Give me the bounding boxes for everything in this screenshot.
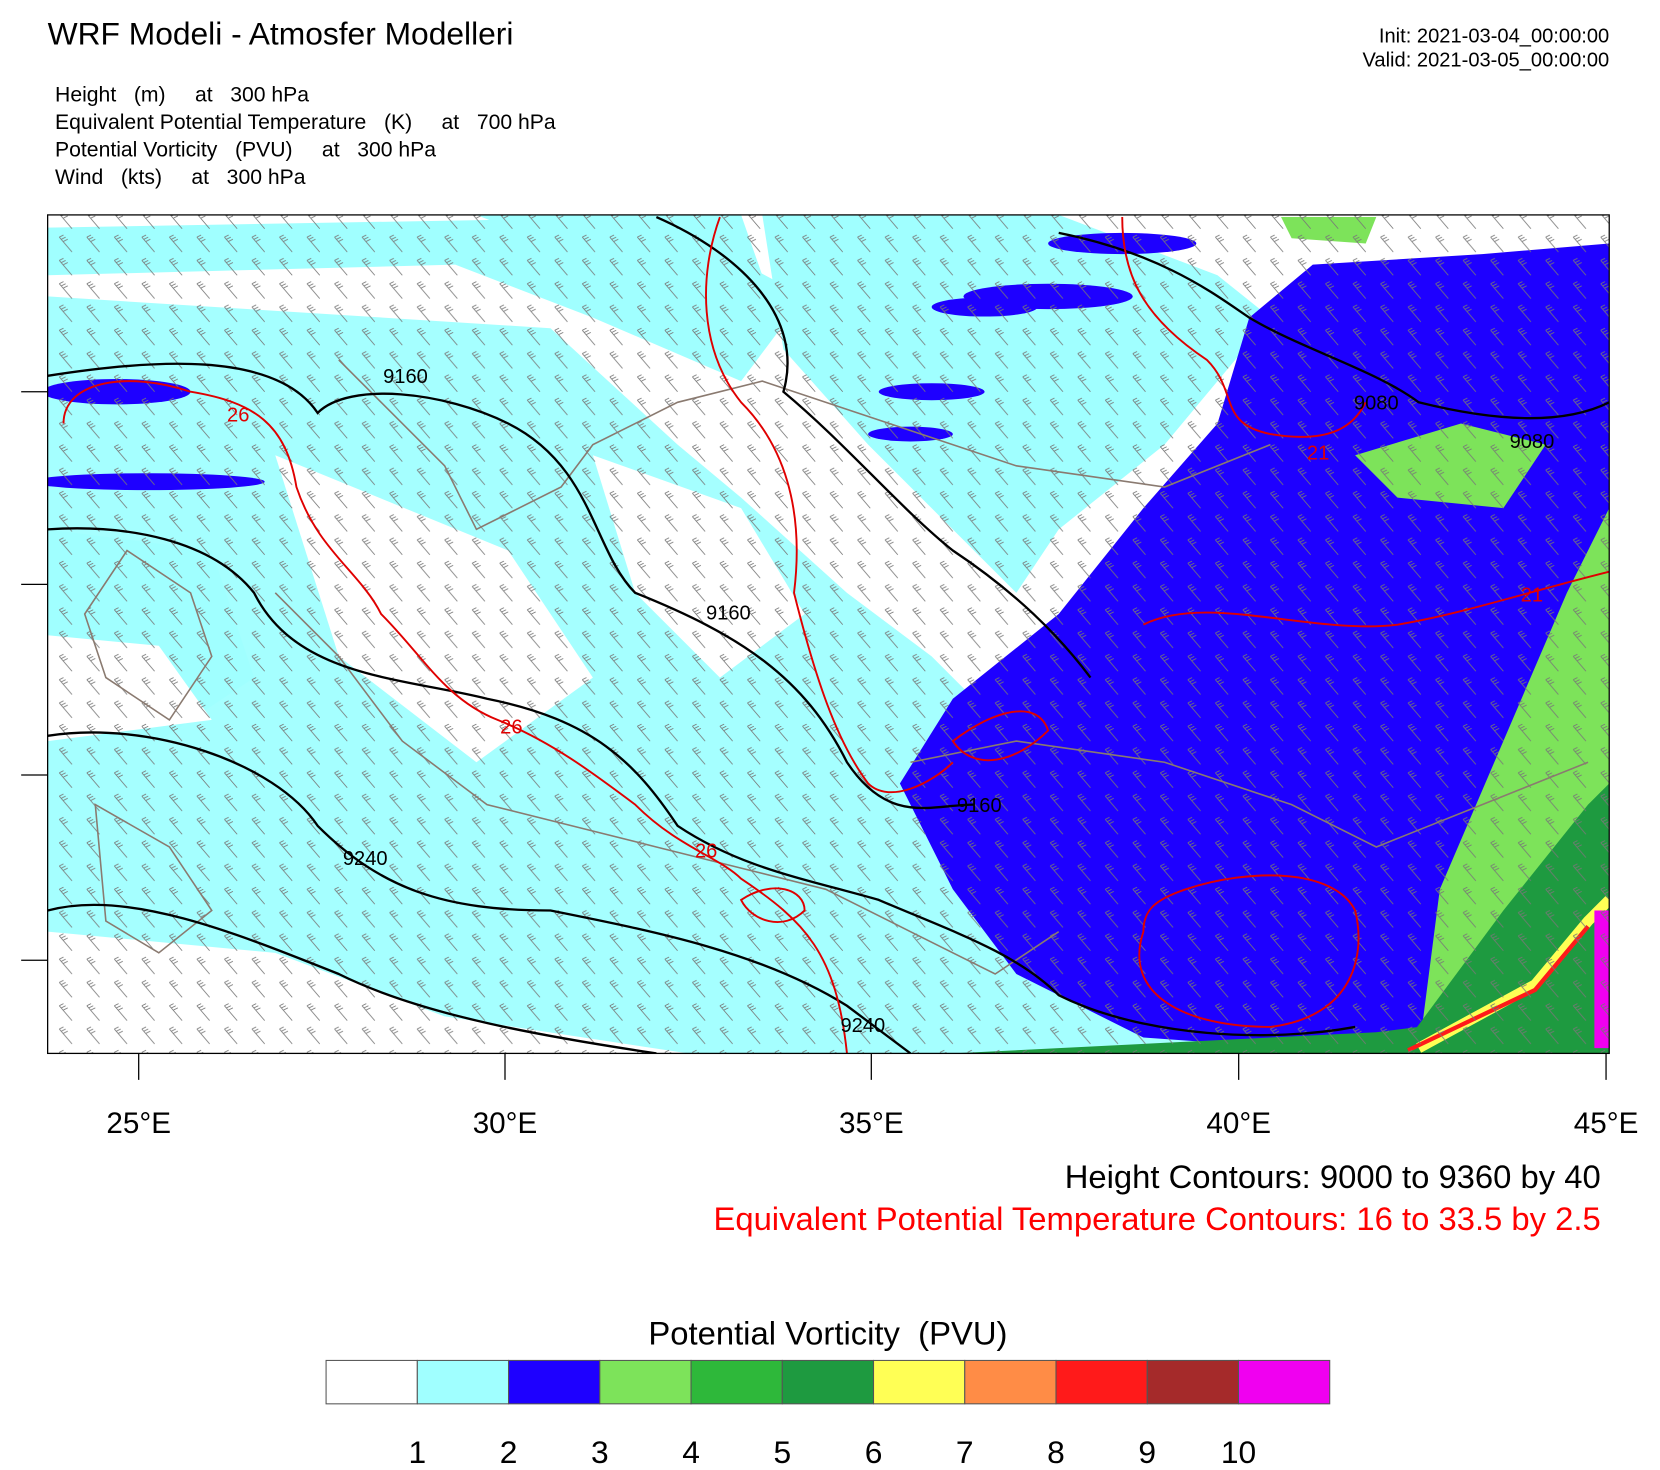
theta-label: 26 (227, 404, 249, 426)
map: 9160 9160 9160 9080 9080 9240 9240 26 26 26 21 21 (47, 214, 1610, 1054)
map-frame (47, 214, 1610, 1055)
colorbar-box (1055, 1359, 1148, 1405)
valid-time: Valid: 2021-03-05_00:00:00 (1362, 50, 1609, 72)
lat-ticks (21, 391, 48, 961)
colorbar-level: 3 (591, 1434, 609, 1470)
field-line: Potential Vorticity (PVU) at 300 hPa (55, 139, 436, 162)
theta-contours (62, 216, 1610, 1054)
borders (83, 359, 1589, 975)
colorbar-box (1146, 1359, 1240, 1405)
height-contours (47, 215, 1610, 1054)
field-line: Equivalent Potential Temperature (K) at … (55, 111, 556, 134)
colorbar-box (416, 1359, 510, 1405)
height-legend: Height Contours: 9000 to 9360 by 40 (1065, 1158, 1601, 1195)
colorbar-level: 7 (956, 1434, 974, 1470)
colorbar-box (690, 1359, 783, 1405)
theta-label: 21 (1521, 584, 1543, 606)
colorbar-level: 2 (500, 1434, 518, 1470)
field-line: Wind (kts) at 300 hPa (55, 166, 306, 189)
x-tick-label: 45°E (1574, 1107, 1639, 1140)
x-tick-label: 25°E (106, 1107, 171, 1140)
init-time: Init: 2021-03-04_00:00:00 (1379, 25, 1609, 47)
height-label: 9160 (706, 602, 751, 624)
height-label: 9160 (957, 795, 1002, 817)
field-line: Height (m) at 300 hPa (55, 84, 309, 107)
height-label: 9240 (840, 1015, 885, 1037)
colorbar-level: 10 (1221, 1434, 1256, 1470)
theta-label: 26 (695, 841, 717, 863)
colorbar-level: 4 (682, 1434, 700, 1470)
colorbar-level: 8 (1047, 1434, 1065, 1470)
colorbar-level: 5 (773, 1434, 791, 1470)
colorbar-box (964, 1359, 1057, 1405)
title: WRF Modeli - Atmosfer Modelleri (48, 15, 514, 51)
colorbar-level: 9 (1138, 1434, 1156, 1470)
height-label: 9080 (1354, 393, 1399, 415)
colorbar-level: 6 (865, 1434, 883, 1470)
colorbar-box (599, 1359, 692, 1405)
colorbar-box (1237, 1359, 1331, 1405)
colorbar-title: Potential Vorticity (PVU) (648, 1315, 1007, 1352)
colorbar-box (325, 1359, 418, 1405)
theta-legend: Equivalent Potential Temperature Contour… (713, 1200, 1600, 1237)
colorbar-level: 1 (408, 1434, 426, 1470)
height-label: 9160 (383, 366, 428, 388)
colorbar-box (781, 1359, 875, 1405)
theta-label: 21 (1307, 442, 1329, 464)
theta-label: 26 (500, 717, 522, 739)
x-tick-label: 40°E (1206, 1107, 1271, 1140)
x-tick-label: 30°E (473, 1107, 538, 1140)
height-label: 9080 (1510, 431, 1555, 453)
colorbar-box (872, 1359, 966, 1405)
height-label: 9240 (343, 848, 388, 870)
x-tick-label: 35°E (839, 1107, 904, 1140)
colorbar-box (508, 1359, 601, 1405)
